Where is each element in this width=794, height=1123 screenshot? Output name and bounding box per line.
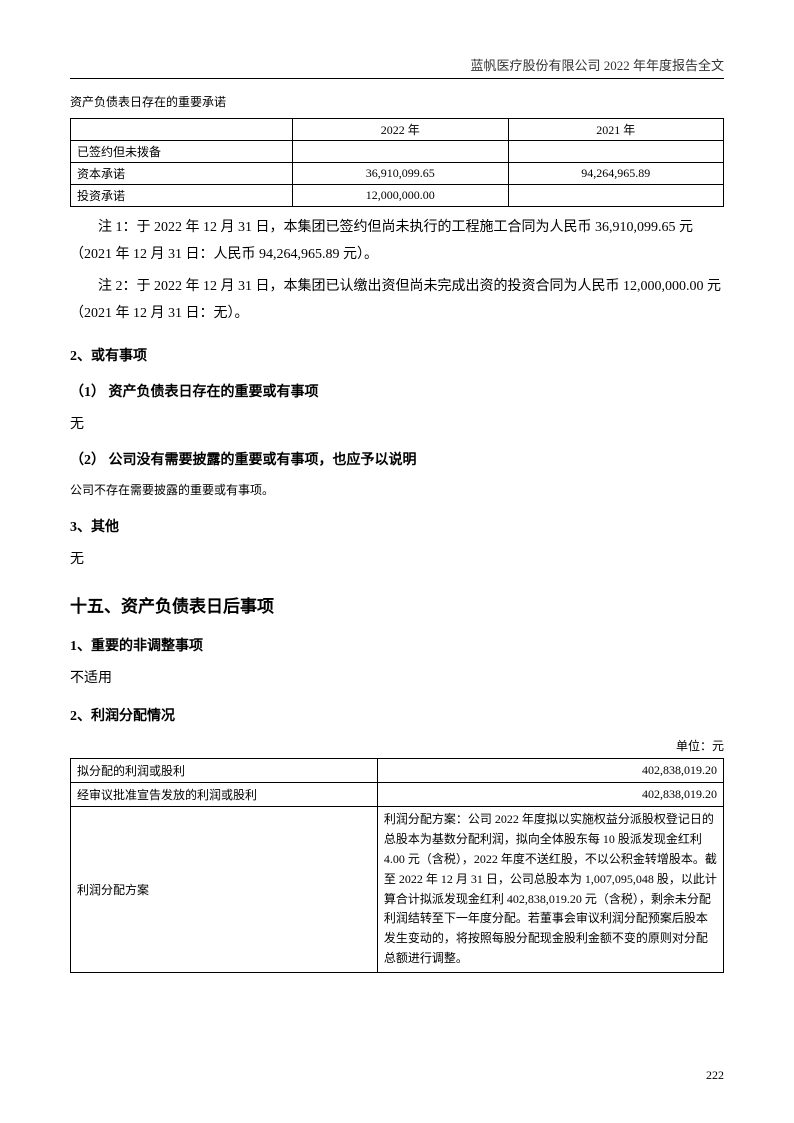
- section-15-1: 1、重要的非调整事项: [70, 635, 724, 655]
- distribution-table: 拟分配的利润或股利 402,838,019.20 经审议批准宣告发放的利润或股利…: [70, 758, 724, 972]
- page-header: 蓝帆医疗股份有限公司 2022 年年度报告全文: [70, 55, 724, 79]
- row-label: 投资承诺: [71, 185, 293, 207]
- heading-15: 十五、资产负债表日后事项: [70, 592, 724, 617]
- cell: 94,264,965.89: [508, 163, 724, 185]
- plan-description: 利润分配方案：公司 2022 年度拟以实施权益分派股权登记日的总股本为基数分配利…: [377, 807, 723, 972]
- commitments-table: 2022 年 2021 年 已签约但未拨备 资本承诺 36,910,099.65…: [70, 118, 724, 207]
- table-row: 资本承诺 36,910,099.65 94,264,965.89: [71, 163, 724, 185]
- section-2-1-body: 无: [70, 413, 724, 433]
- section-3-body: 无: [70, 548, 724, 568]
- col-2021: 2021 年: [508, 119, 724, 141]
- table-row: 拟分配的利润或股利 402,838,019.20: [71, 759, 724, 783]
- unit-label: 单位：元: [70, 737, 724, 754]
- cell: [508, 185, 724, 207]
- table1-caption: 资产负债表日存在的重要承诺: [70, 93, 724, 110]
- page-number: 222: [706, 1068, 724, 1083]
- table-header-row: 2022 年 2021 年: [71, 119, 724, 141]
- table-row: 利润分配方案 利润分配方案：公司 2022 年度拟以实施权益分派股权登记日的总股…: [71, 807, 724, 972]
- section-2-1: （1） 资产负债表日存在的重要或有事项: [70, 381, 724, 401]
- row-label: 已签约但未拨备: [71, 141, 293, 163]
- cell: [293, 141, 508, 163]
- section-15-2: 2、利润分配情况: [70, 705, 724, 725]
- section-15-1-body: 不适用: [70, 667, 724, 687]
- section-3: 3、其他: [70, 516, 724, 536]
- plan-label: 利润分配方案: [71, 807, 378, 972]
- note-2: 注 2：于 2022 年 12 月 31 日，本集团已认缴出资但尚未完成出资的投…: [70, 274, 724, 327]
- note-1: 注 1：于 2022 年 12 月 31 日，本集团已签约但尚未执行的工程施工合…: [70, 215, 724, 268]
- table-row: 已签约但未拨备: [71, 141, 724, 163]
- section-2-2: （2） 公司没有需要披露的重要或有事项，也应予以说明: [70, 449, 724, 469]
- row-label: 资本承诺: [71, 163, 293, 185]
- cell: [508, 141, 724, 163]
- col-blank: [71, 119, 293, 141]
- cell: 36,910,099.65: [293, 163, 508, 185]
- table-row: 投资承诺 12,000,000.00: [71, 185, 724, 207]
- section-2-2-body: 公司不存在需要披露的重要或有事项。: [70, 481, 724, 498]
- cell: 12,000,000.00: [293, 185, 508, 207]
- row-label: 拟分配的利润或股利: [71, 759, 378, 783]
- table-row: 经审议批准宣告发放的利润或股利 402,838,019.20: [71, 783, 724, 807]
- col-2022: 2022 年: [293, 119, 508, 141]
- section-2: 2、或有事项: [70, 345, 724, 365]
- row-label: 经审议批准宣告发放的利润或股利: [71, 783, 378, 807]
- cell: 402,838,019.20: [377, 759, 723, 783]
- cell: 402,838,019.20: [377, 783, 723, 807]
